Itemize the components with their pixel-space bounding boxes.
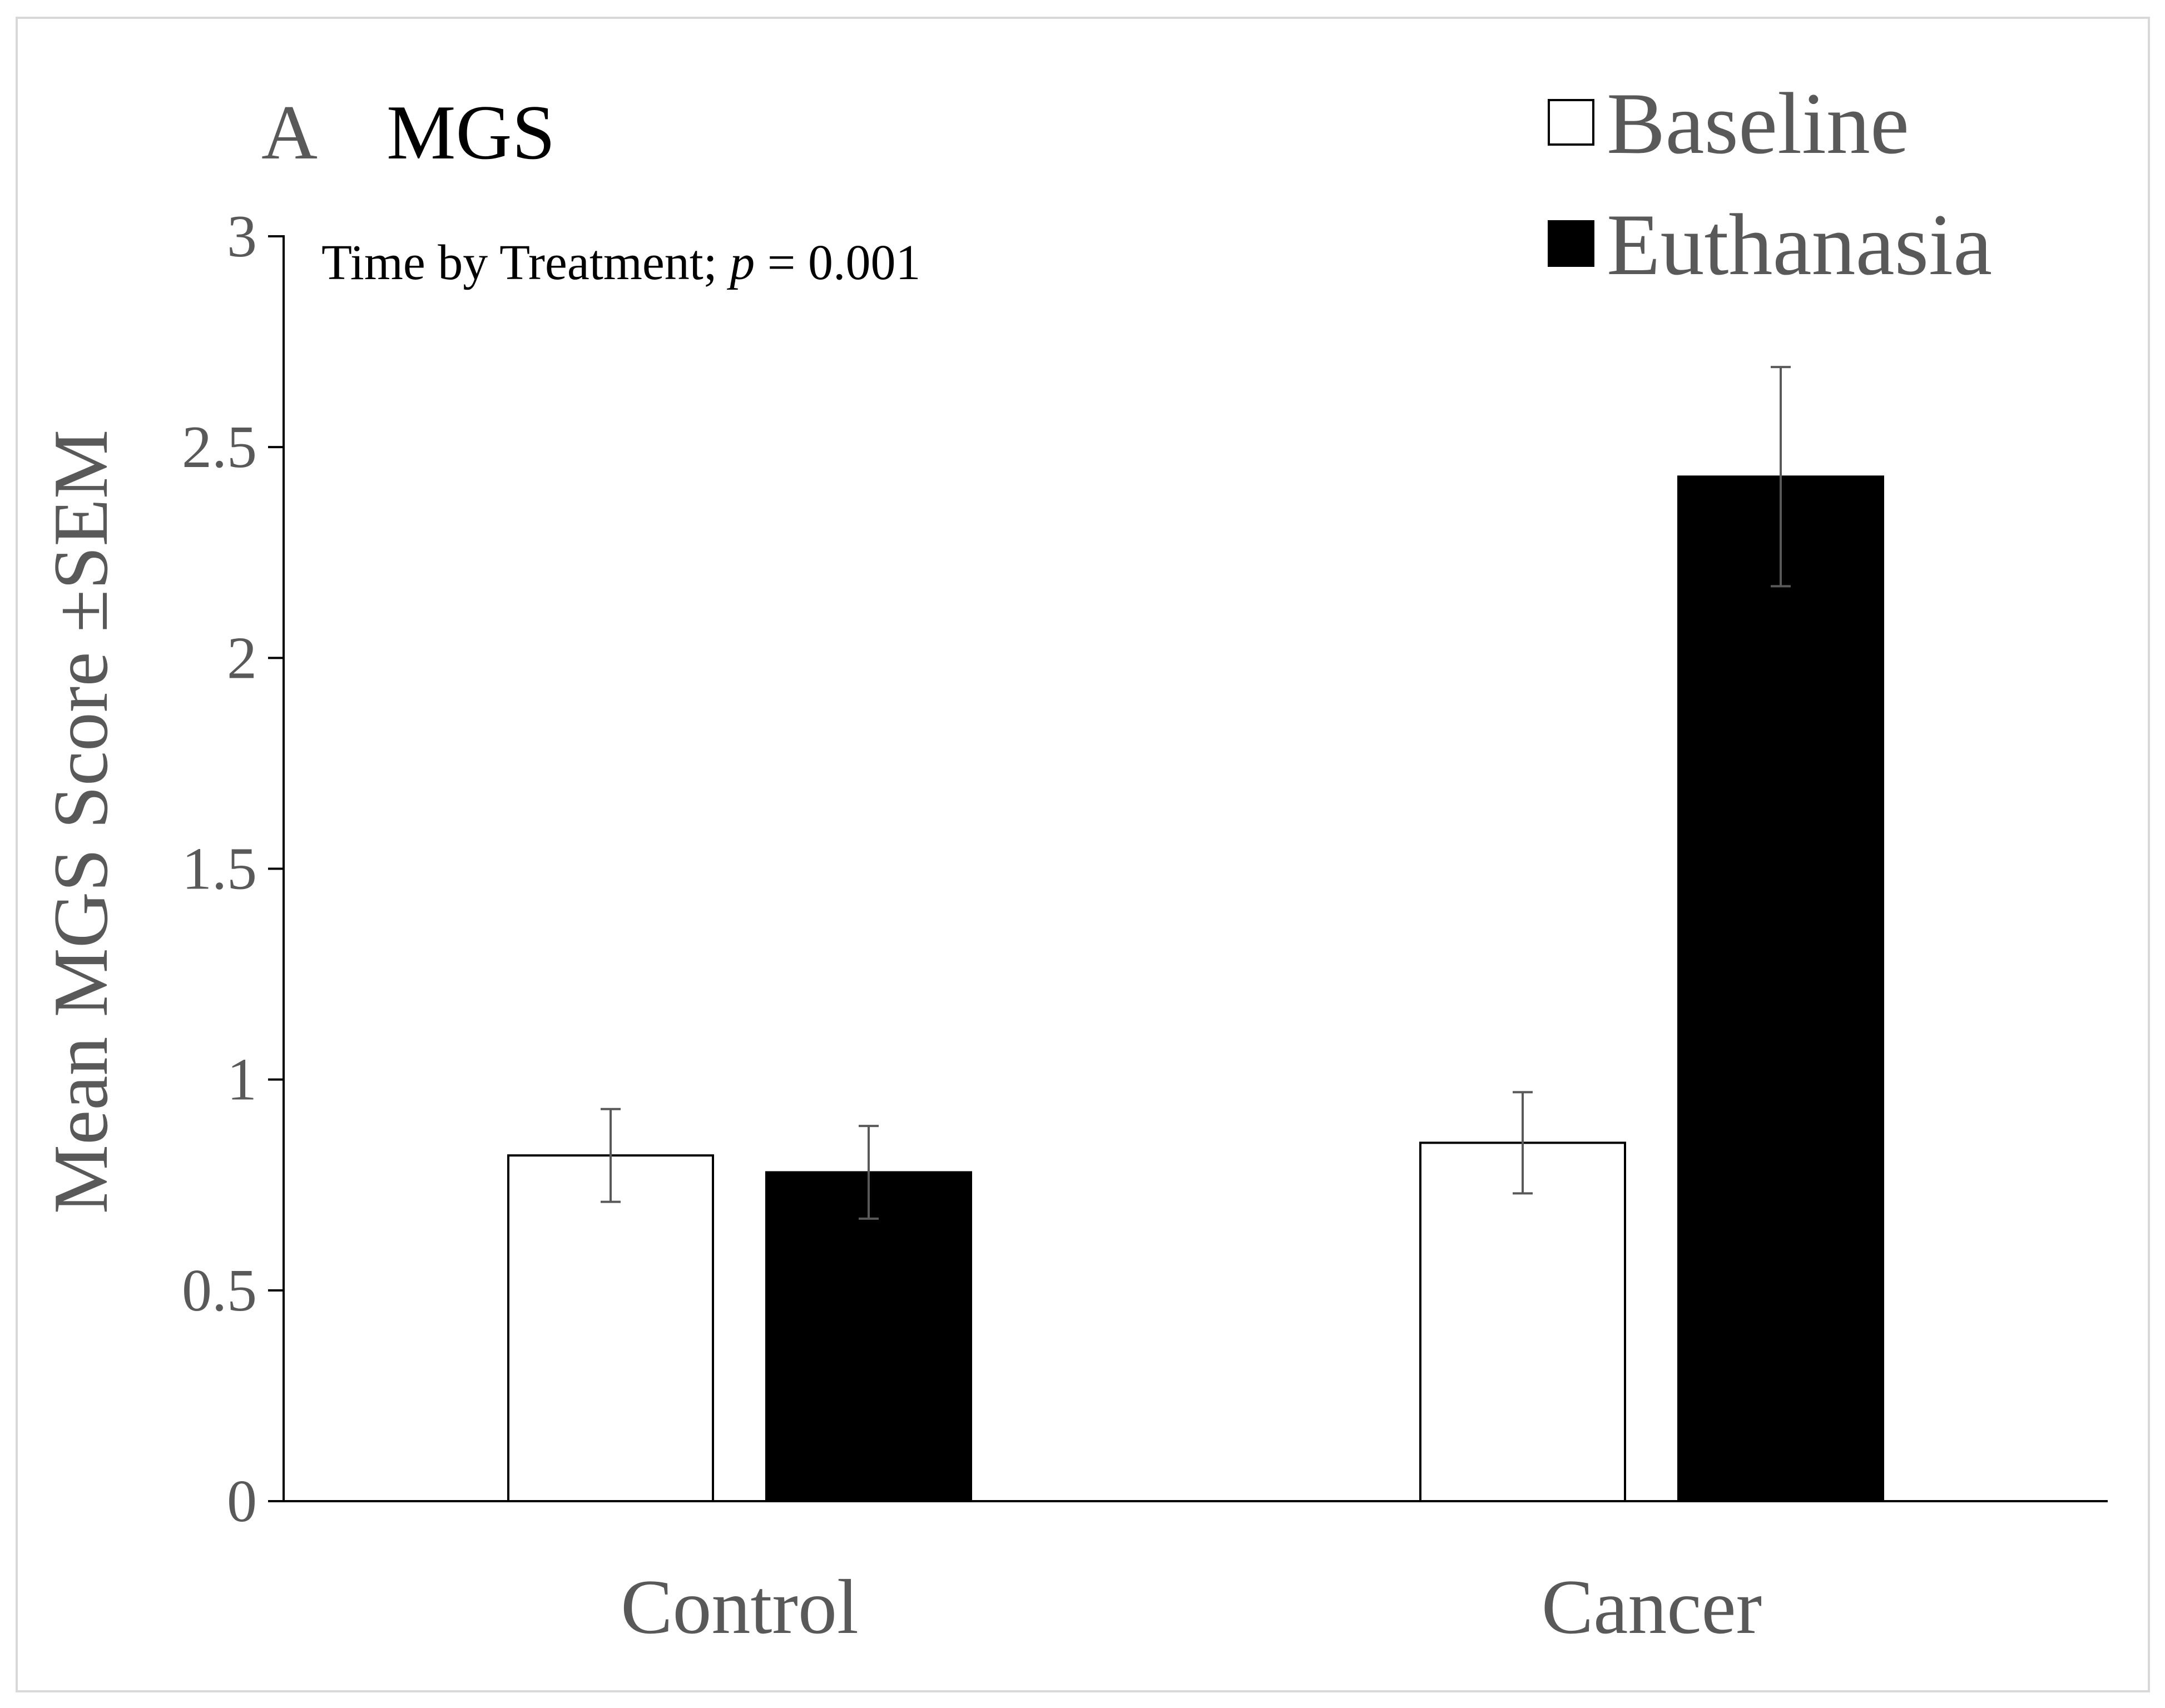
category-label-cancer: Cancer bbox=[1542, 1564, 1762, 1650]
bars bbox=[507, 475, 1884, 1503]
legend-label-baseline: Baseline bbox=[1607, 75, 1909, 172]
category-labels: Control Cancer bbox=[621, 1564, 1762, 1650]
y-tick-label: 0.5 bbox=[182, 1258, 257, 1324]
legend: Baseline Euthanasia bbox=[1548, 75, 1992, 294]
statistics-annotation: Time by Treatment; p = 0.001 bbox=[321, 235, 921, 290]
legend-label-euthanasia: Euthanasia bbox=[1607, 196, 1992, 294]
bar-euthanasia-control bbox=[765, 1171, 972, 1502]
bar-euthanasia-cancer bbox=[1677, 475, 1884, 1502]
error-bars bbox=[601, 366, 1791, 1220]
y-axis-ticks: 0 0.5 1 1.5 2 2.5 3 bbox=[182, 203, 284, 1535]
panel-letter: A bbox=[261, 90, 318, 176]
y-tick-label: 1.5 bbox=[182, 836, 257, 902]
chart-title: MGS bbox=[387, 90, 555, 176]
y-tick-label: 2.5 bbox=[182, 414, 257, 480]
y-tick-label: 1 bbox=[227, 1047, 257, 1113]
legend-swatch-euthanasia bbox=[1548, 220, 1594, 267]
annotation-p-symbol: p bbox=[726, 235, 755, 290]
bar-baseline-control bbox=[507, 1154, 714, 1503]
axes bbox=[283, 235, 2108, 1502]
y-axis-title: Mean MGS Score ±SEM bbox=[38, 430, 124, 1214]
y-tick-label: 3 bbox=[227, 203, 257, 270]
annotation-suffix: = 0.001 bbox=[755, 235, 920, 290]
y-tick-label: 0 bbox=[227, 1468, 257, 1535]
annotation-prefix: Time by Treatment; bbox=[321, 235, 730, 290]
legend-swatch-baseline bbox=[1548, 99, 1594, 146]
y-tick-label: 2 bbox=[227, 625, 257, 691]
category-label-control: Control bbox=[621, 1564, 859, 1650]
bar-baseline-cancer bbox=[1419, 1141, 1626, 1503]
